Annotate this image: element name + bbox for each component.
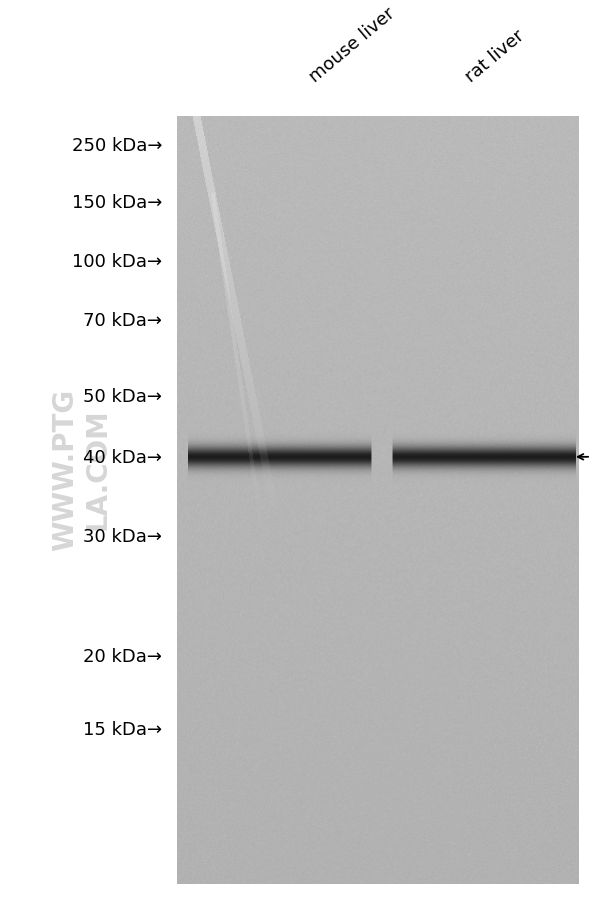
Text: 50 kDa→: 50 kDa→ [83, 388, 162, 406]
Text: mouse liver: mouse liver [307, 5, 399, 86]
Text: 30 kDa→: 30 kDa→ [83, 528, 162, 546]
Text: rat liver: rat liver [463, 26, 528, 86]
Text: 40 kDa→: 40 kDa→ [83, 448, 162, 466]
Text: 150 kDa→: 150 kDa→ [71, 194, 162, 212]
Text: 20 kDa→: 20 kDa→ [83, 648, 162, 666]
Text: 70 kDa→: 70 kDa→ [83, 311, 162, 329]
Text: 250 kDa→: 250 kDa→ [71, 137, 162, 155]
Text: 15 kDa→: 15 kDa→ [83, 720, 162, 738]
Text: 100 kDa→: 100 kDa→ [72, 253, 162, 271]
Text: WWW.PTG
LA.COM: WWW.PTG LA.COM [51, 388, 111, 550]
